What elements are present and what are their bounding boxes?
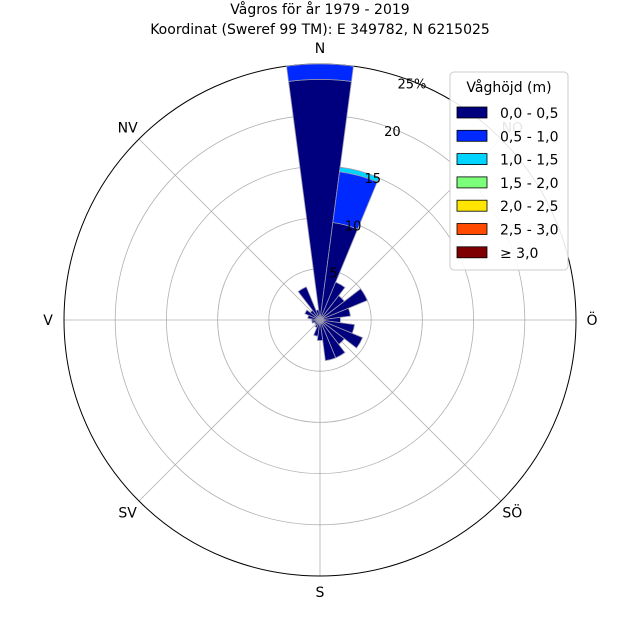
direction-label: V bbox=[43, 313, 53, 329]
bar-wedge bbox=[297, 286, 321, 321]
chart-title-line1: Vågros för år 1979 - 2019 bbox=[230, 1, 409, 18]
bar-wedge bbox=[319, 307, 351, 321]
legend-entry-label: 0,0 - 0,5 bbox=[500, 106, 558, 122]
chart-title-line2: Koordinat (Sweref 99 TM): E 349782, N 62… bbox=[150, 22, 490, 38]
radial-tick-label: 20 bbox=[384, 125, 401, 140]
bars-group bbox=[286, 63, 380, 362]
grid-spoke bbox=[319, 319, 502, 502]
legend-swatch bbox=[456, 223, 488, 235]
legend-swatch bbox=[456, 246, 488, 259]
legend-entry-label: 2,0 - 2,5 bbox=[500, 199, 558, 215]
radial-tick-label: 10 bbox=[345, 219, 362, 234]
bar-wedge bbox=[319, 319, 364, 349]
bar-wedge bbox=[316, 319, 324, 341]
legend-swatch bbox=[456, 153, 488, 166]
legend-entry-label: 1,5 - 2,0 bbox=[500, 176, 558, 192]
bar-wedge bbox=[286, 63, 354, 82]
bar-wedge bbox=[339, 166, 380, 183]
bar-wedge bbox=[315, 309, 321, 321]
radial-tick-label: 15 bbox=[365, 172, 382, 187]
direction-label: S bbox=[316, 585, 325, 601]
grid-spoke bbox=[138, 319, 321, 502]
legend-swatch bbox=[456, 106, 488, 119]
legend-entry-label: 0,5 - 1,0 bbox=[500, 129, 558, 145]
direction-label: SV bbox=[118, 505, 137, 521]
legend-entry-label: ≥ 3,0 bbox=[500, 246, 538, 262]
radial-tick-label: 5 bbox=[329, 267, 337, 282]
legend-title: Våghöjd (m) bbox=[466, 79, 551, 96]
direction-label: Ö bbox=[586, 311, 597, 329]
direction-label: N bbox=[315, 41, 325, 57]
direction-label: SÖ bbox=[502, 503, 522, 521]
legend-entries: 0,0 - 0,5 0,5 - 1,0 1,0 - 1,5 1,5 - 2,0 2,0 … bbox=[456, 106, 558, 262]
bar-wedge bbox=[319, 288, 368, 321]
legend: Våghöjd (m) 0,0 - 0,5 0,5 - 1,0 1,0 - 1,5 1… bbox=[449, 71, 569, 271]
legend-swatch bbox=[456, 176, 488, 189]
legend-entry-label: 2,5 - 3,0 bbox=[500, 223, 558, 239]
legend-swatch bbox=[456, 199, 488, 212]
grid-spoke bbox=[138, 138, 321, 321]
legend-swatch bbox=[456, 129, 488, 142]
legend-box bbox=[449, 71, 569, 271]
direction-label: NV bbox=[118, 121, 138, 137]
bar-wedge bbox=[319, 281, 346, 321]
radial-tick-label: 25% bbox=[398, 77, 427, 92]
bar-wedge bbox=[319, 319, 337, 362]
legend-entry-label: 1,0 - 1,5 bbox=[500, 153, 558, 169]
